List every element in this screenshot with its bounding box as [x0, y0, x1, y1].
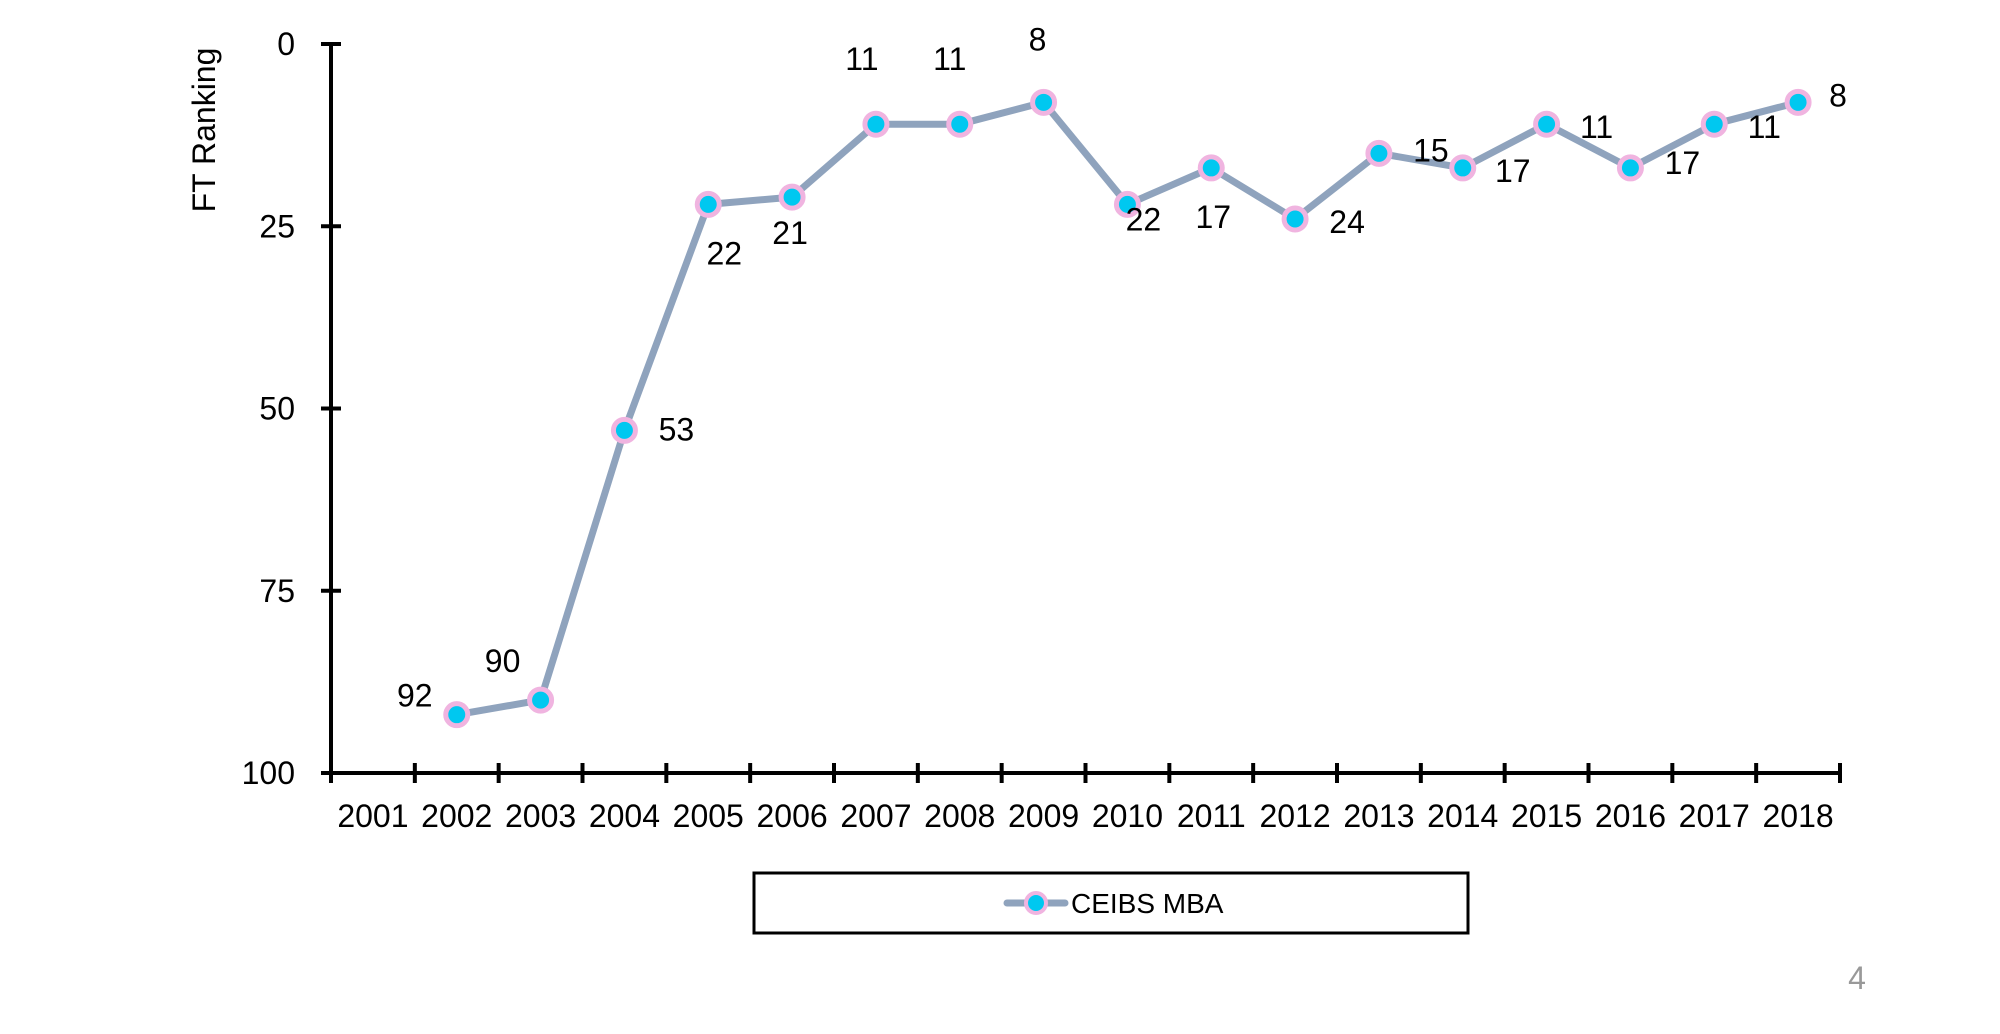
y-axis-ticks: 0 25 50 75 100	[242, 26, 341, 791]
data-label: 8	[1029, 21, 1047, 57]
x-tick-label: 2010	[1092, 798, 1163, 834]
y-tick-label: 25	[259, 208, 295, 244]
x-tick-label: 2005	[673, 798, 744, 834]
x-tick-label: 2009	[1008, 798, 1079, 834]
data-label: 15	[1413, 132, 1449, 168]
data-label: 92	[397, 678, 433, 714]
data-point	[1784, 88, 1812, 116]
data-point	[1281, 205, 1309, 233]
legend-marker-swatch	[1024, 891, 1048, 915]
data-point	[527, 686, 555, 714]
data-label: 24	[1329, 204, 1365, 240]
x-axis-ticks: 2001 2002 2003 2004 2005 2006 2007 2008 2009 2010…	[329, 763, 1842, 834]
data-point	[1113, 190, 1141, 218]
x-tick-label: 2008	[924, 798, 995, 834]
data-label: 22	[1126, 201, 1162, 237]
data-label: 17	[1665, 145, 1701, 181]
x-tick-label: 2001	[337, 798, 408, 834]
series-group	[443, 88, 1812, 729]
data-label: 11	[1748, 109, 1781, 145]
x-tick-label: 2016	[1595, 798, 1666, 834]
x-tick-label: 2012	[1259, 798, 1330, 834]
legend-label: CEIBS MBA	[1071, 888, 1224, 919]
page-number: 4	[1848, 960, 1866, 996]
x-tick-label: 2007	[840, 798, 911, 834]
x-tick-label: 2014	[1427, 798, 1498, 834]
data-point	[1197, 154, 1225, 182]
y-tick-label: 50	[259, 391, 295, 427]
data-point	[862, 110, 890, 138]
x-tick-label: 2017	[1679, 798, 1750, 834]
data-label: 17	[1495, 153, 1531, 189]
data-point	[694, 190, 722, 218]
data-point	[1616, 154, 1644, 182]
data-label: 53	[659, 411, 695, 447]
data-labels: 92 90 53 22 21 11 11 8 22 17 24 15 17 11 17 11 8	[397, 21, 1847, 713]
y-tick-label: 75	[259, 573, 295, 609]
data-label: 21	[772, 215, 808, 251]
x-tick-label: 2004	[589, 798, 660, 834]
x-tick-label: 2003	[505, 798, 576, 834]
data-point	[443, 701, 471, 729]
x-tick-label: 2018	[1762, 798, 1833, 834]
x-tick-label: 2015	[1511, 798, 1582, 834]
data-point	[1533, 110, 1561, 138]
data-label: 17	[1195, 199, 1231, 235]
data-label: 11	[1580, 109, 1613, 145]
data-label: 8	[1829, 77, 1847, 113]
y-axis-title: FT Ranking	[186, 48, 222, 213]
data-label: 22	[706, 235, 742, 271]
x-tick-label: 2002	[421, 798, 492, 834]
data-label: 11	[845, 41, 878, 77]
y-tick-label: 100	[242, 755, 295, 791]
data-point	[778, 183, 806, 211]
data-point	[1449, 154, 1477, 182]
x-tick-label: 2006	[756, 798, 827, 834]
x-tick-label: 2011	[1177, 798, 1246, 834]
y-tick-label: 0	[277, 26, 295, 62]
legend: CEIBS MBA	[752, 871, 1470, 935]
data-point	[1030, 88, 1058, 116]
data-point	[610, 416, 638, 444]
data-label: 90	[485, 643, 521, 679]
data-point	[1700, 110, 1728, 138]
data-label: 11	[933, 41, 966, 77]
legend-box	[752, 871, 1470, 935]
data-point	[946, 110, 974, 138]
x-tick-label: 2013	[1343, 798, 1414, 834]
data-point	[1365, 139, 1393, 167]
